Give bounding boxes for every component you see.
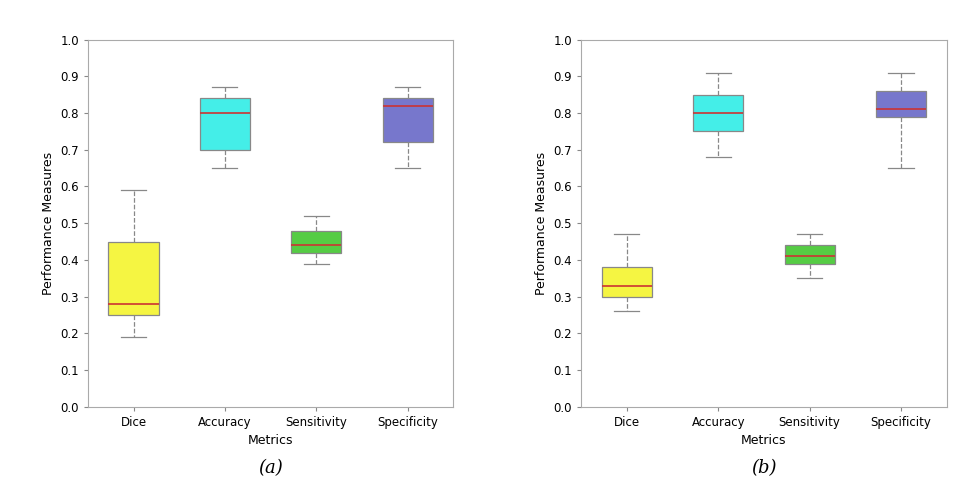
Y-axis label: Performance Measures: Performance Measures <box>42 152 55 295</box>
PathPatch shape <box>200 98 250 150</box>
PathPatch shape <box>693 95 744 131</box>
PathPatch shape <box>785 245 834 263</box>
Y-axis label: Performance Measures: Performance Measures <box>535 152 549 295</box>
X-axis label: Metrics: Metrics <box>248 434 294 447</box>
Text: (a): (a) <box>259 459 283 477</box>
PathPatch shape <box>291 231 342 252</box>
X-axis label: Metrics: Metrics <box>741 434 787 447</box>
PathPatch shape <box>875 91 926 117</box>
Text: (b): (b) <box>752 459 777 477</box>
PathPatch shape <box>108 242 159 315</box>
PathPatch shape <box>602 267 652 297</box>
PathPatch shape <box>383 98 432 142</box>
